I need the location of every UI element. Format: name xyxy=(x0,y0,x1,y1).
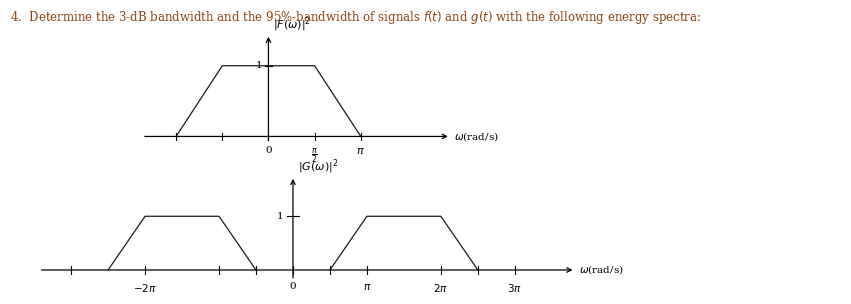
Text: $\pi$: $\pi$ xyxy=(357,146,365,156)
Text: $\omega$(rad/s): $\omega$(rad/s) xyxy=(579,264,624,276)
Text: $|G(\omega)|^2$: $|G(\omega)|^2$ xyxy=(298,157,338,176)
Text: 0: 0 xyxy=(289,282,296,291)
Text: $|F(\omega)|^2$: $|F(\omega)|^2$ xyxy=(273,15,311,34)
Text: 1: 1 xyxy=(277,212,283,221)
Text: 0: 0 xyxy=(266,146,271,155)
Text: 4.  Determine the 3-dB bandwidth and the 95%-bandwidth of signals $f(t)$ and $g(: 4. Determine the 3-dB bandwidth and the … xyxy=(10,9,701,26)
Text: $\frac{\pi}{2}$: $\frac{\pi}{2}$ xyxy=(311,146,318,165)
Text: $2\pi$: $2\pi$ xyxy=(433,282,448,294)
Text: 1: 1 xyxy=(256,61,263,70)
Text: $3\pi$: $3\pi$ xyxy=(507,282,523,294)
Text: $\omega$(rad/s): $\omega$(rad/s) xyxy=(454,130,499,143)
Text: $-2\pi$: $-2\pi$ xyxy=(134,282,157,294)
Text: $\pi$: $\pi$ xyxy=(363,282,371,292)
